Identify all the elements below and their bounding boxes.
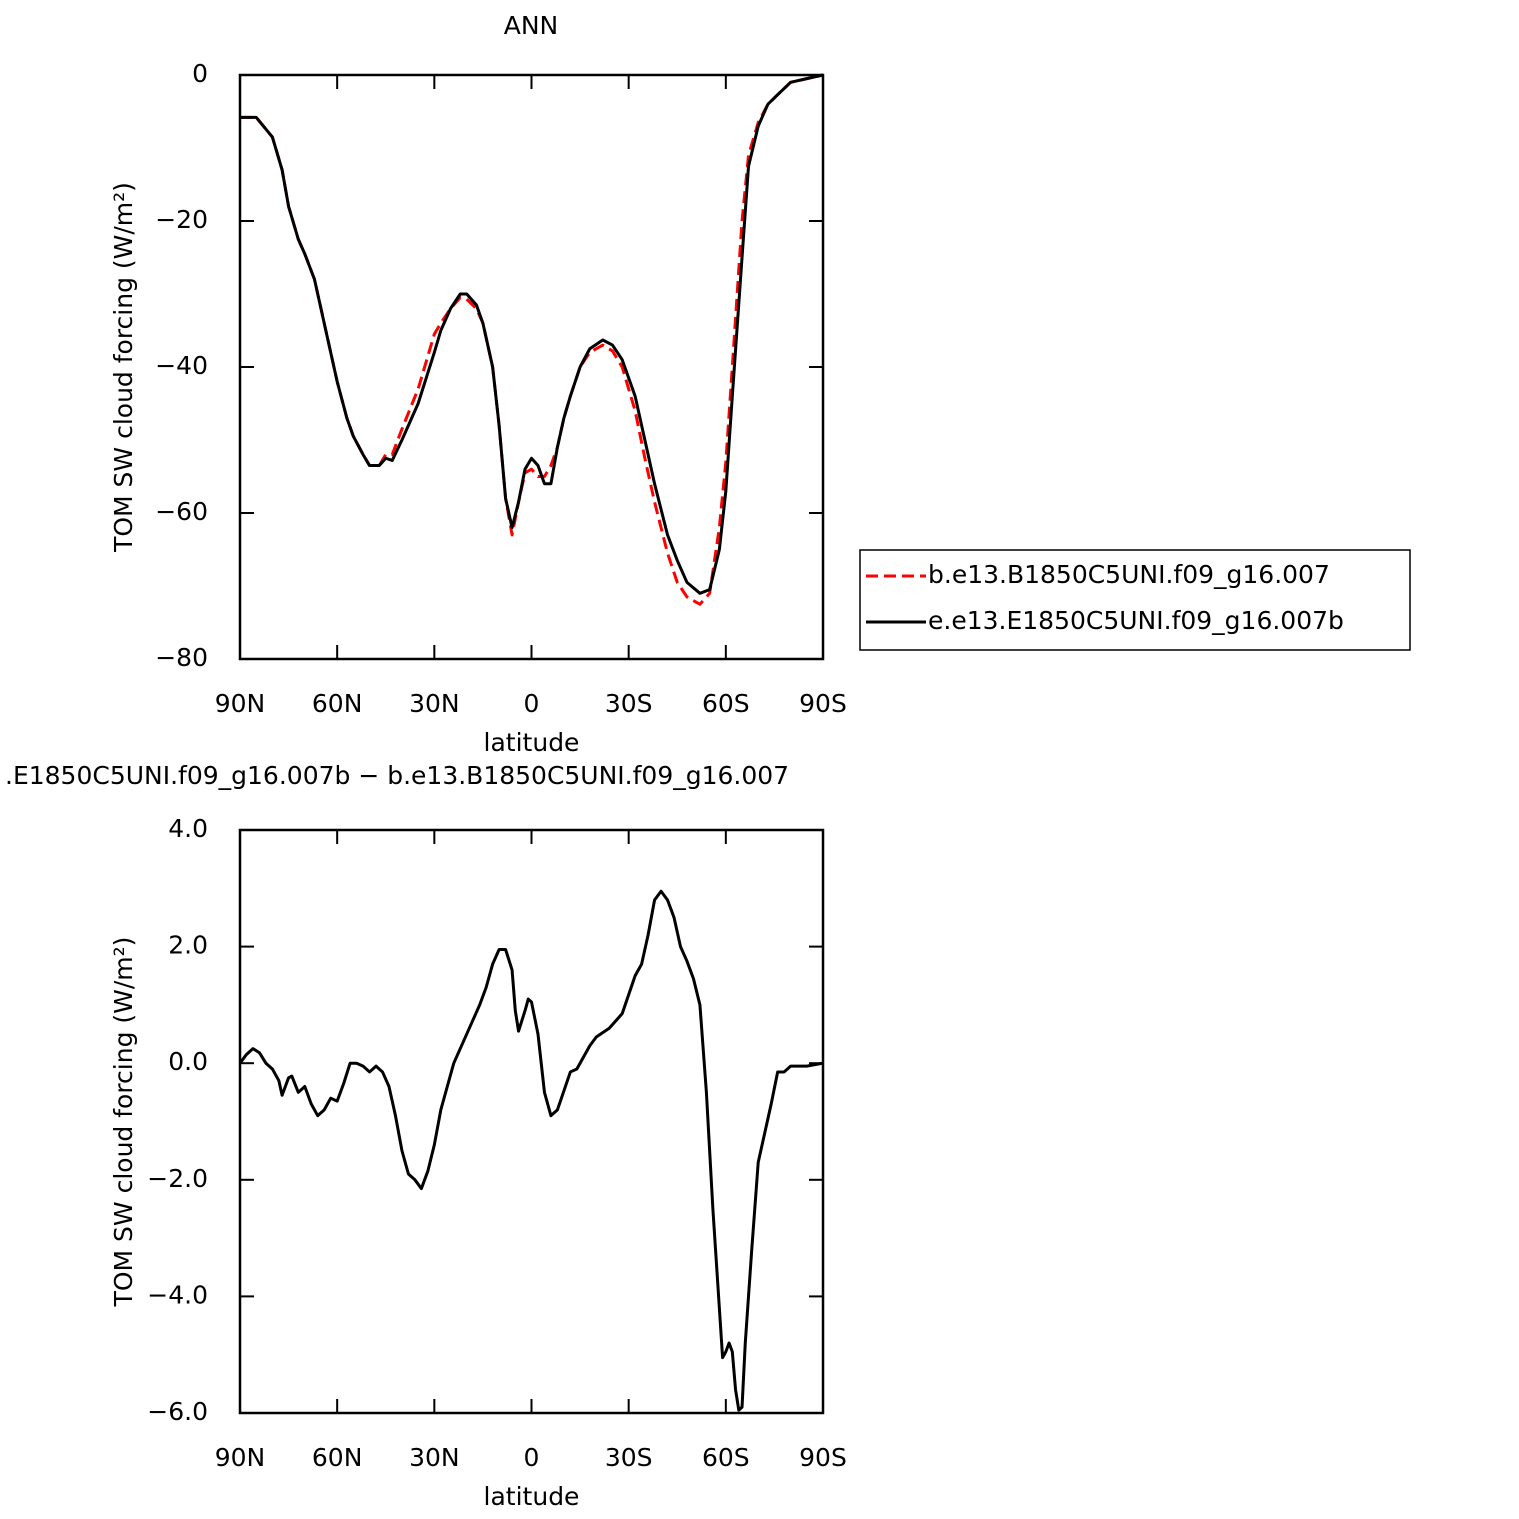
- x-tick-label: 90N: [215, 1443, 266, 1472]
- legend-label: b.e13.B1850C5UNI.f09_g16.007: [928, 560, 1330, 589]
- y-axis-label: TOM SW cloud forcing (W/m²): [109, 937, 138, 1308]
- x-tick-label: 30S: [605, 689, 653, 718]
- x-tick-label: 30S: [605, 1443, 653, 1472]
- legend-box: [859, 549, 1411, 651]
- y-tick-label: −4.0: [147, 1280, 208, 1309]
- series-line: [240, 73, 824, 595]
- y-tick-label: −20: [155, 205, 208, 234]
- y-tick-label: 0.0: [168, 1047, 208, 1076]
- x-tick-label: 30N: [409, 1443, 460, 1472]
- x-tick-label: 90S: [799, 689, 847, 718]
- chart-title: .E1850C5UNI.f09_g16.007b − b.e13.B1850C5…: [5, 761, 789, 790]
- plot-frame: [238, 828, 825, 1415]
- y-axis-label: TOM SW cloud forcing (W/m²): [109, 182, 138, 553]
- x-tick-label: 0: [524, 1443, 540, 1472]
- x-tick-label: 60N: [312, 1443, 363, 1472]
- chart-title: ANN: [504, 11, 559, 40]
- x-tick-label: 60S: [702, 1443, 750, 1472]
- x-axis-label: latitude: [484, 1482, 580, 1511]
- y-tick-label: −80: [155, 643, 208, 672]
- y-tick-label: −40: [155, 351, 208, 380]
- y-tick-label: 2.0: [168, 931, 208, 960]
- series-line: [238, 889, 824, 1412]
- y-tick-label: 0: [192, 59, 208, 88]
- x-axis-label: latitude: [484, 728, 580, 757]
- x-tick-label: 90S: [799, 1443, 847, 1472]
- y-tick-label: −2.0: [147, 1164, 208, 1193]
- y-tick-label: 4.0: [168, 814, 208, 843]
- x-tick-label: 90N: [215, 689, 266, 718]
- y-tick-label: −6.0: [147, 1397, 208, 1426]
- x-tick-label: 60S: [702, 689, 750, 718]
- x-tick-label: 60N: [312, 689, 363, 718]
- plot-frame: [238, 73, 825, 661]
- y-tick-label: −60: [155, 497, 208, 526]
- x-tick-label: 0: [524, 689, 540, 718]
- legend-label: e.e13.E1850C5UNI.f09_g16.007b: [928, 606, 1344, 635]
- x-tick-label: 30N: [409, 689, 460, 718]
